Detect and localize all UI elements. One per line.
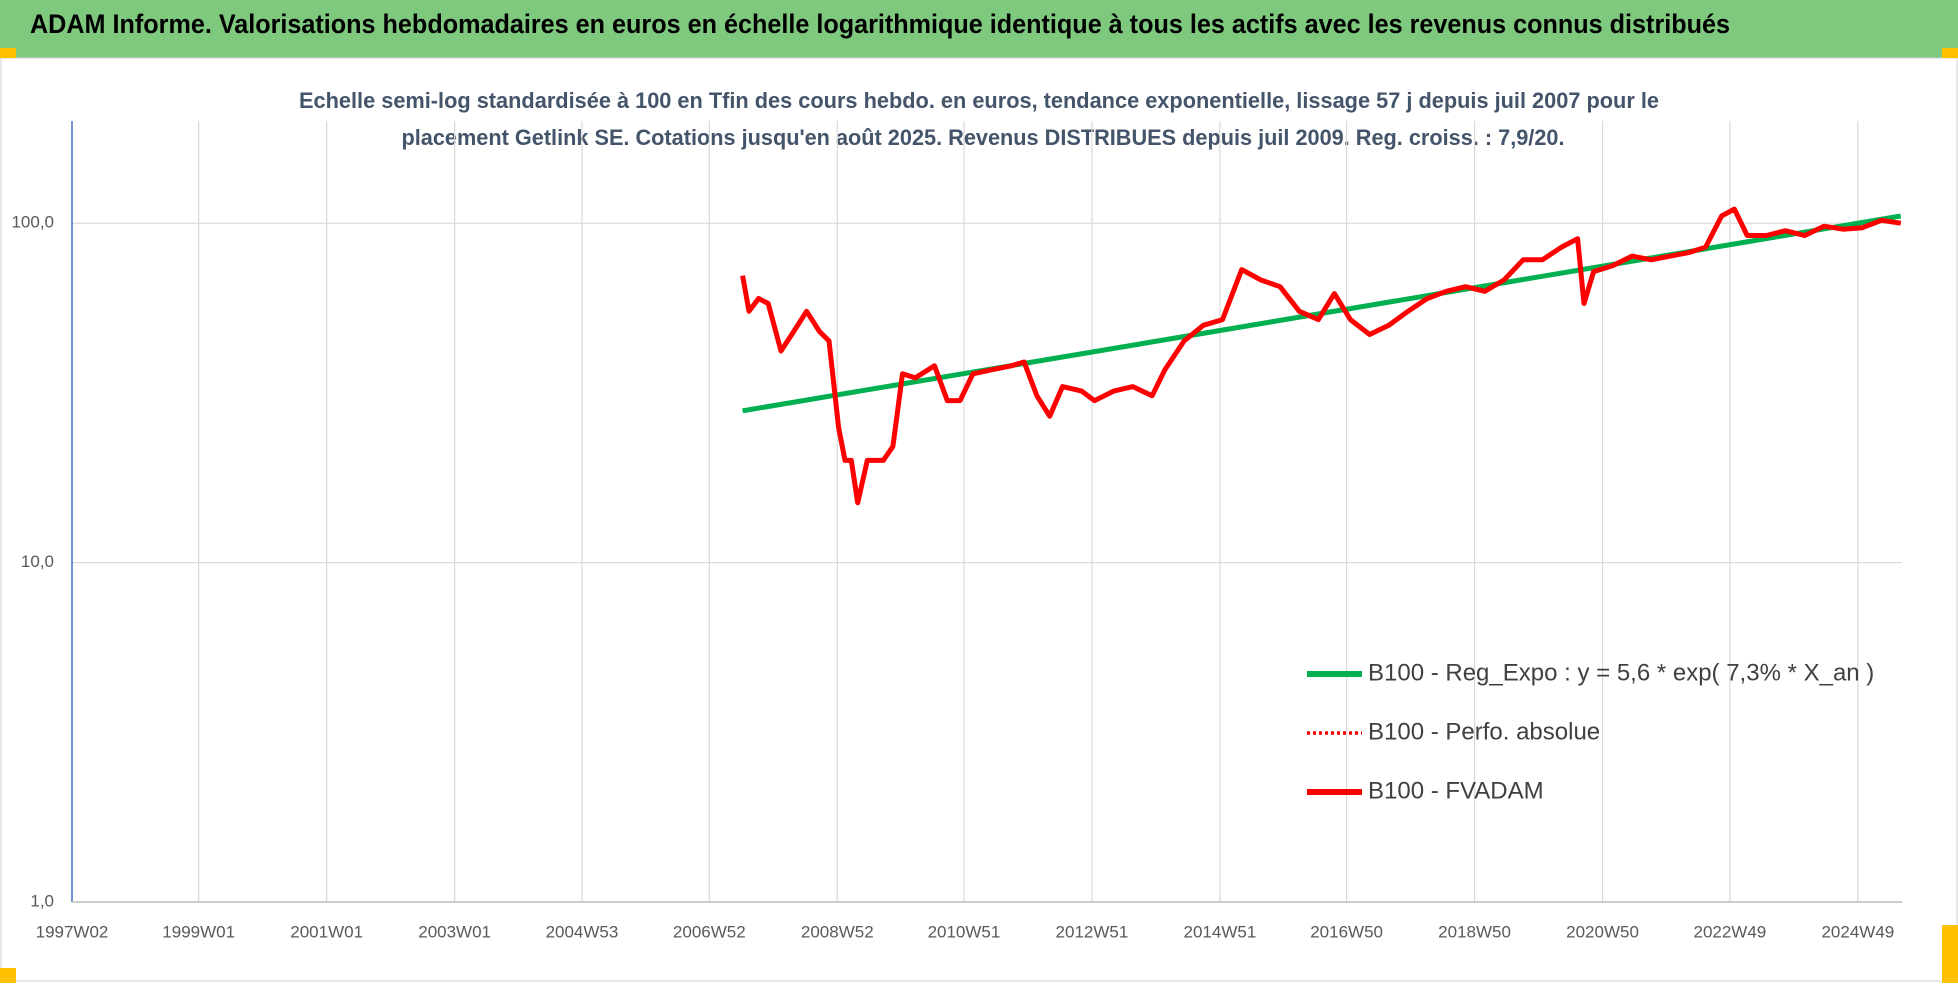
chart-subtitle: Echelle semi-log standardisée à 100 en T… [299,88,1659,113]
corner [0,48,16,58]
x-tick-label: 1999W01 [162,922,235,941]
corner [1942,925,1958,983]
chart-border [0,57,1958,982]
y-tick-label: 1,0 [30,891,54,910]
x-tick-label: 2022W49 [1693,922,1766,941]
x-tick-label: 2010W51 [928,922,1001,941]
x-tick-label: 2003W01 [418,922,491,941]
x-tick-label: 2016W50 [1310,922,1383,941]
x-tick-label: 2006W52 [673,922,746,941]
x-tick-label: 1997W02 [36,922,109,941]
x-tick-label: 2014W51 [1184,922,1257,941]
chart-subtitle: placement Getlink SE. Cotations jusqu'en… [402,125,1565,150]
page-title: ADAM Informe. Valorisations hebdomadaire… [30,9,1730,39]
corner [1942,48,1958,58]
x-tick-label: 2020W50 [1566,922,1639,941]
x-tick-label: 2024W49 [1821,922,1894,941]
title-bar [0,0,1958,58]
x-tick-label: 2004W53 [546,922,619,941]
x-tick-label: 2008W52 [801,922,874,941]
legend-label: B100 - FVADAM [1368,777,1544,804]
x-tick-label: 2012W51 [1056,922,1129,941]
x-tick-label: 2001W01 [290,922,363,941]
y-tick-label: 100,0 [11,213,54,232]
series-line [740,206,1902,506]
y-tick-label: 10,0 [21,552,54,571]
corner [0,968,16,983]
legend-label: B100 - Reg_Expo : y = 5,6 * exp( 7,3% * … [1368,659,1874,686]
legend-label: B100 - Perfo. absolue [1368,718,1600,745]
x-tick-label: 2018W50 [1438,922,1511,941]
